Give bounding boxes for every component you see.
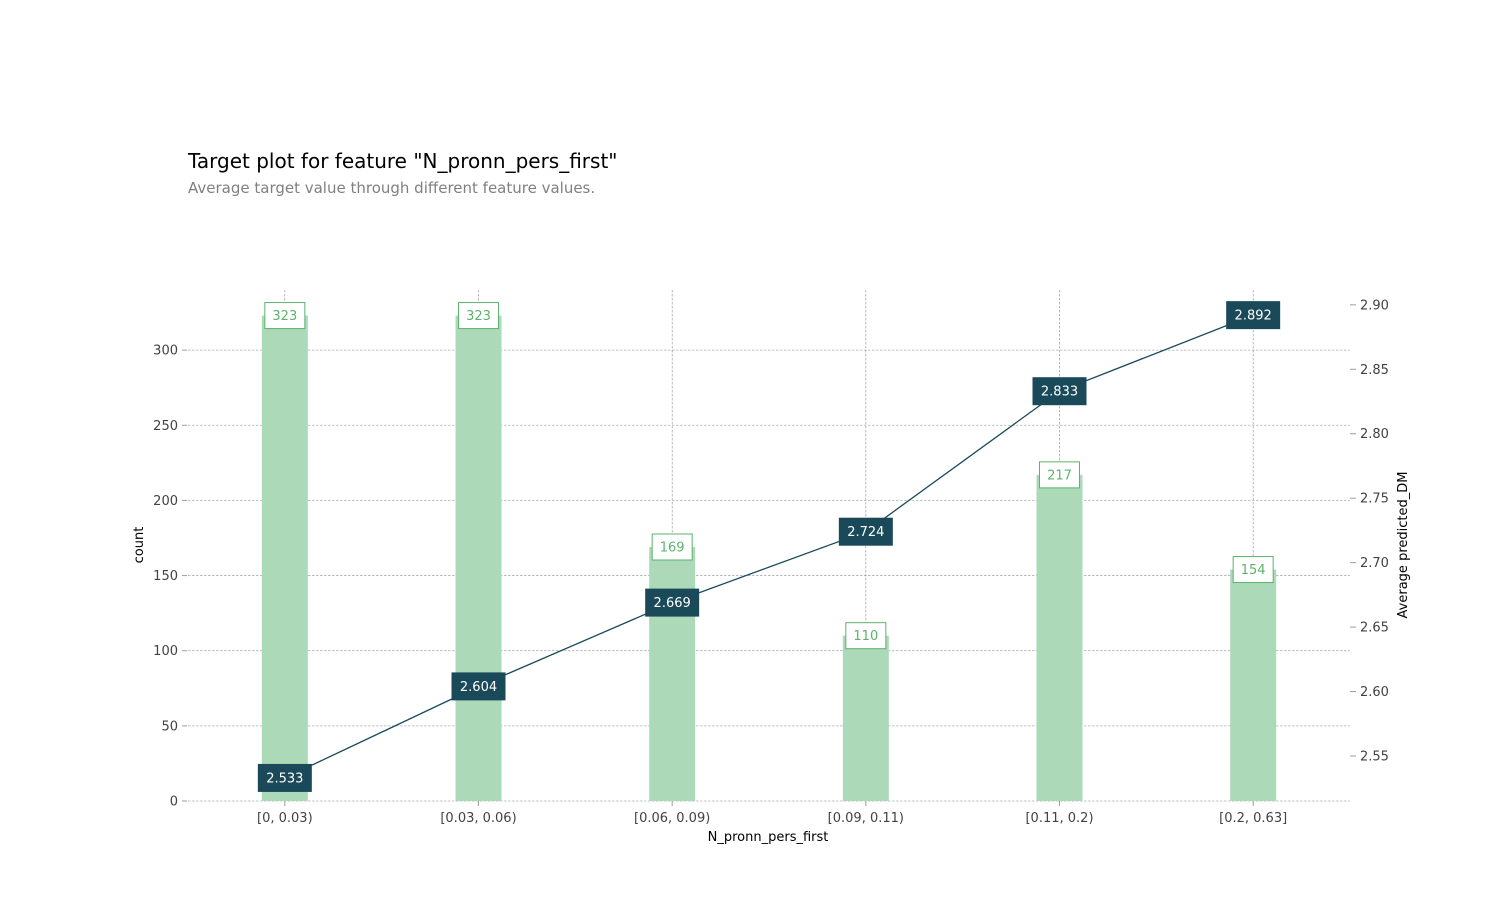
count-bar <box>649 547 696 801</box>
y-tick-label: 50 <box>161 719 178 734</box>
average-data-label: 2.833 <box>1041 385 1078 400</box>
count-label-box: 154 <box>1232 556 1274 584</box>
y-axis-label: count <box>132 527 147 564</box>
x-tick-label: [0.11, 0.2) <box>1025 811 1093 826</box>
count-bar <box>842 635 889 801</box>
count-label-box: 110 <box>845 622 887 650</box>
count-data-label: 323 <box>466 309 491 324</box>
x-tick-label: [0, 0.03) <box>257 811 313 826</box>
count-label-frame <box>264 302 306 330</box>
count-bar <box>1230 569 1277 801</box>
average-label-box: 2.533 <box>257 763 312 792</box>
data-labels: 323 323 169 110 217 154 2.533 2.604 2.669 2.724 2.… <box>257 301 1281 792</box>
average-label-box: 2.833 <box>1032 377 1087 406</box>
count-label-frame <box>651 533 693 561</box>
y-right-tick-label: 2.90 <box>1360 298 1389 313</box>
average-label-box: 2.724 <box>838 517 893 546</box>
average-data-label: 2.669 <box>654 596 691 611</box>
grid <box>188 290 1350 802</box>
y-tick-label: 200 <box>153 494 178 509</box>
count-data-label: 110 <box>853 629 878 644</box>
x-axis-label: N_pronn_pers_first <box>708 830 829 845</box>
average-data-label: 2.604 <box>460 680 497 695</box>
y-right-tick-label: 2.85 <box>1360 363 1389 378</box>
y-tick-label: 0 <box>170 795 178 810</box>
average-line <box>284 314 1254 779</box>
count-label-frame <box>1039 461 1080 489</box>
chart-title: Target plot for feature "N_pronn_pers_fi… <box>187 149 618 173</box>
count-data-label: 217 <box>1047 468 1072 483</box>
average-label-box: 2.669 <box>645 588 700 617</box>
y-right-tick-label: 2.55 <box>1360 750 1389 765</box>
count-bar <box>455 315 502 801</box>
average-data-label: 2.892 <box>1235 309 1272 324</box>
line-series <box>284 314 1254 779</box>
count-label-box: 169 <box>651 533 693 561</box>
x-tick-label: [0.06, 0.09) <box>634 811 710 826</box>
y-right-tick-label: 2.80 <box>1360 427 1389 442</box>
count-bar <box>261 315 308 801</box>
average-data-label: 2.724 <box>847 525 884 540</box>
y-tick-label: 250 <box>153 419 178 434</box>
count-bar <box>1036 474 1083 801</box>
average-label-frame <box>257 763 312 792</box>
y-right-tick-label: 2.60 <box>1360 685 1389 700</box>
x-tick-label: [0.03, 0.06) <box>440 811 516 826</box>
average-label-frame <box>1226 301 1281 330</box>
count-data-label: 154 <box>1241 563 1266 578</box>
average-label-frame <box>1032 377 1087 406</box>
x-tick-label: [0.09, 0.11) <box>828 811 904 826</box>
count-label-frame <box>458 302 499 330</box>
count-data-label: 323 <box>272 309 297 324</box>
count-label-box: 323 <box>264 302 306 330</box>
bar-series <box>261 315 1277 801</box>
average-label-frame <box>451 672 506 701</box>
chart-subtitle: Average target value through different f… <box>188 179 595 197</box>
count-label-box: 323 <box>458 302 499 330</box>
average-data-label: 2.533 <box>266 771 303 786</box>
axis-ticks: 0 50 100 150 200 250 300 2.55 2.60 2.65 2.70 2.75 2.… <box>153 298 1389 826</box>
count-label-box: 217 <box>1039 461 1080 489</box>
average-label-frame <box>838 517 893 546</box>
y-tick-label: 100 <box>153 644 178 659</box>
y-right-tick-label: 2.75 <box>1360 492 1389 507</box>
count-label-frame <box>845 622 887 650</box>
y-right-tick-label: 2.70 <box>1360 556 1389 571</box>
count-data-label: 169 <box>660 541 685 556</box>
count-label-frame <box>1232 556 1274 584</box>
average-label-box: 2.892 <box>1226 301 1281 330</box>
y-right-tick-label: 2.65 <box>1360 621 1389 636</box>
average-label-frame <box>645 588 700 617</box>
y-tick-label: 300 <box>153 344 178 359</box>
y-axis-right-label: Average predicted_DM <box>1396 472 1411 619</box>
y-tick-label: 150 <box>153 569 178 584</box>
average-label-box: 2.604 <box>451 672 506 701</box>
x-tick-label: [0.2, 0.63] <box>1219 811 1287 826</box>
